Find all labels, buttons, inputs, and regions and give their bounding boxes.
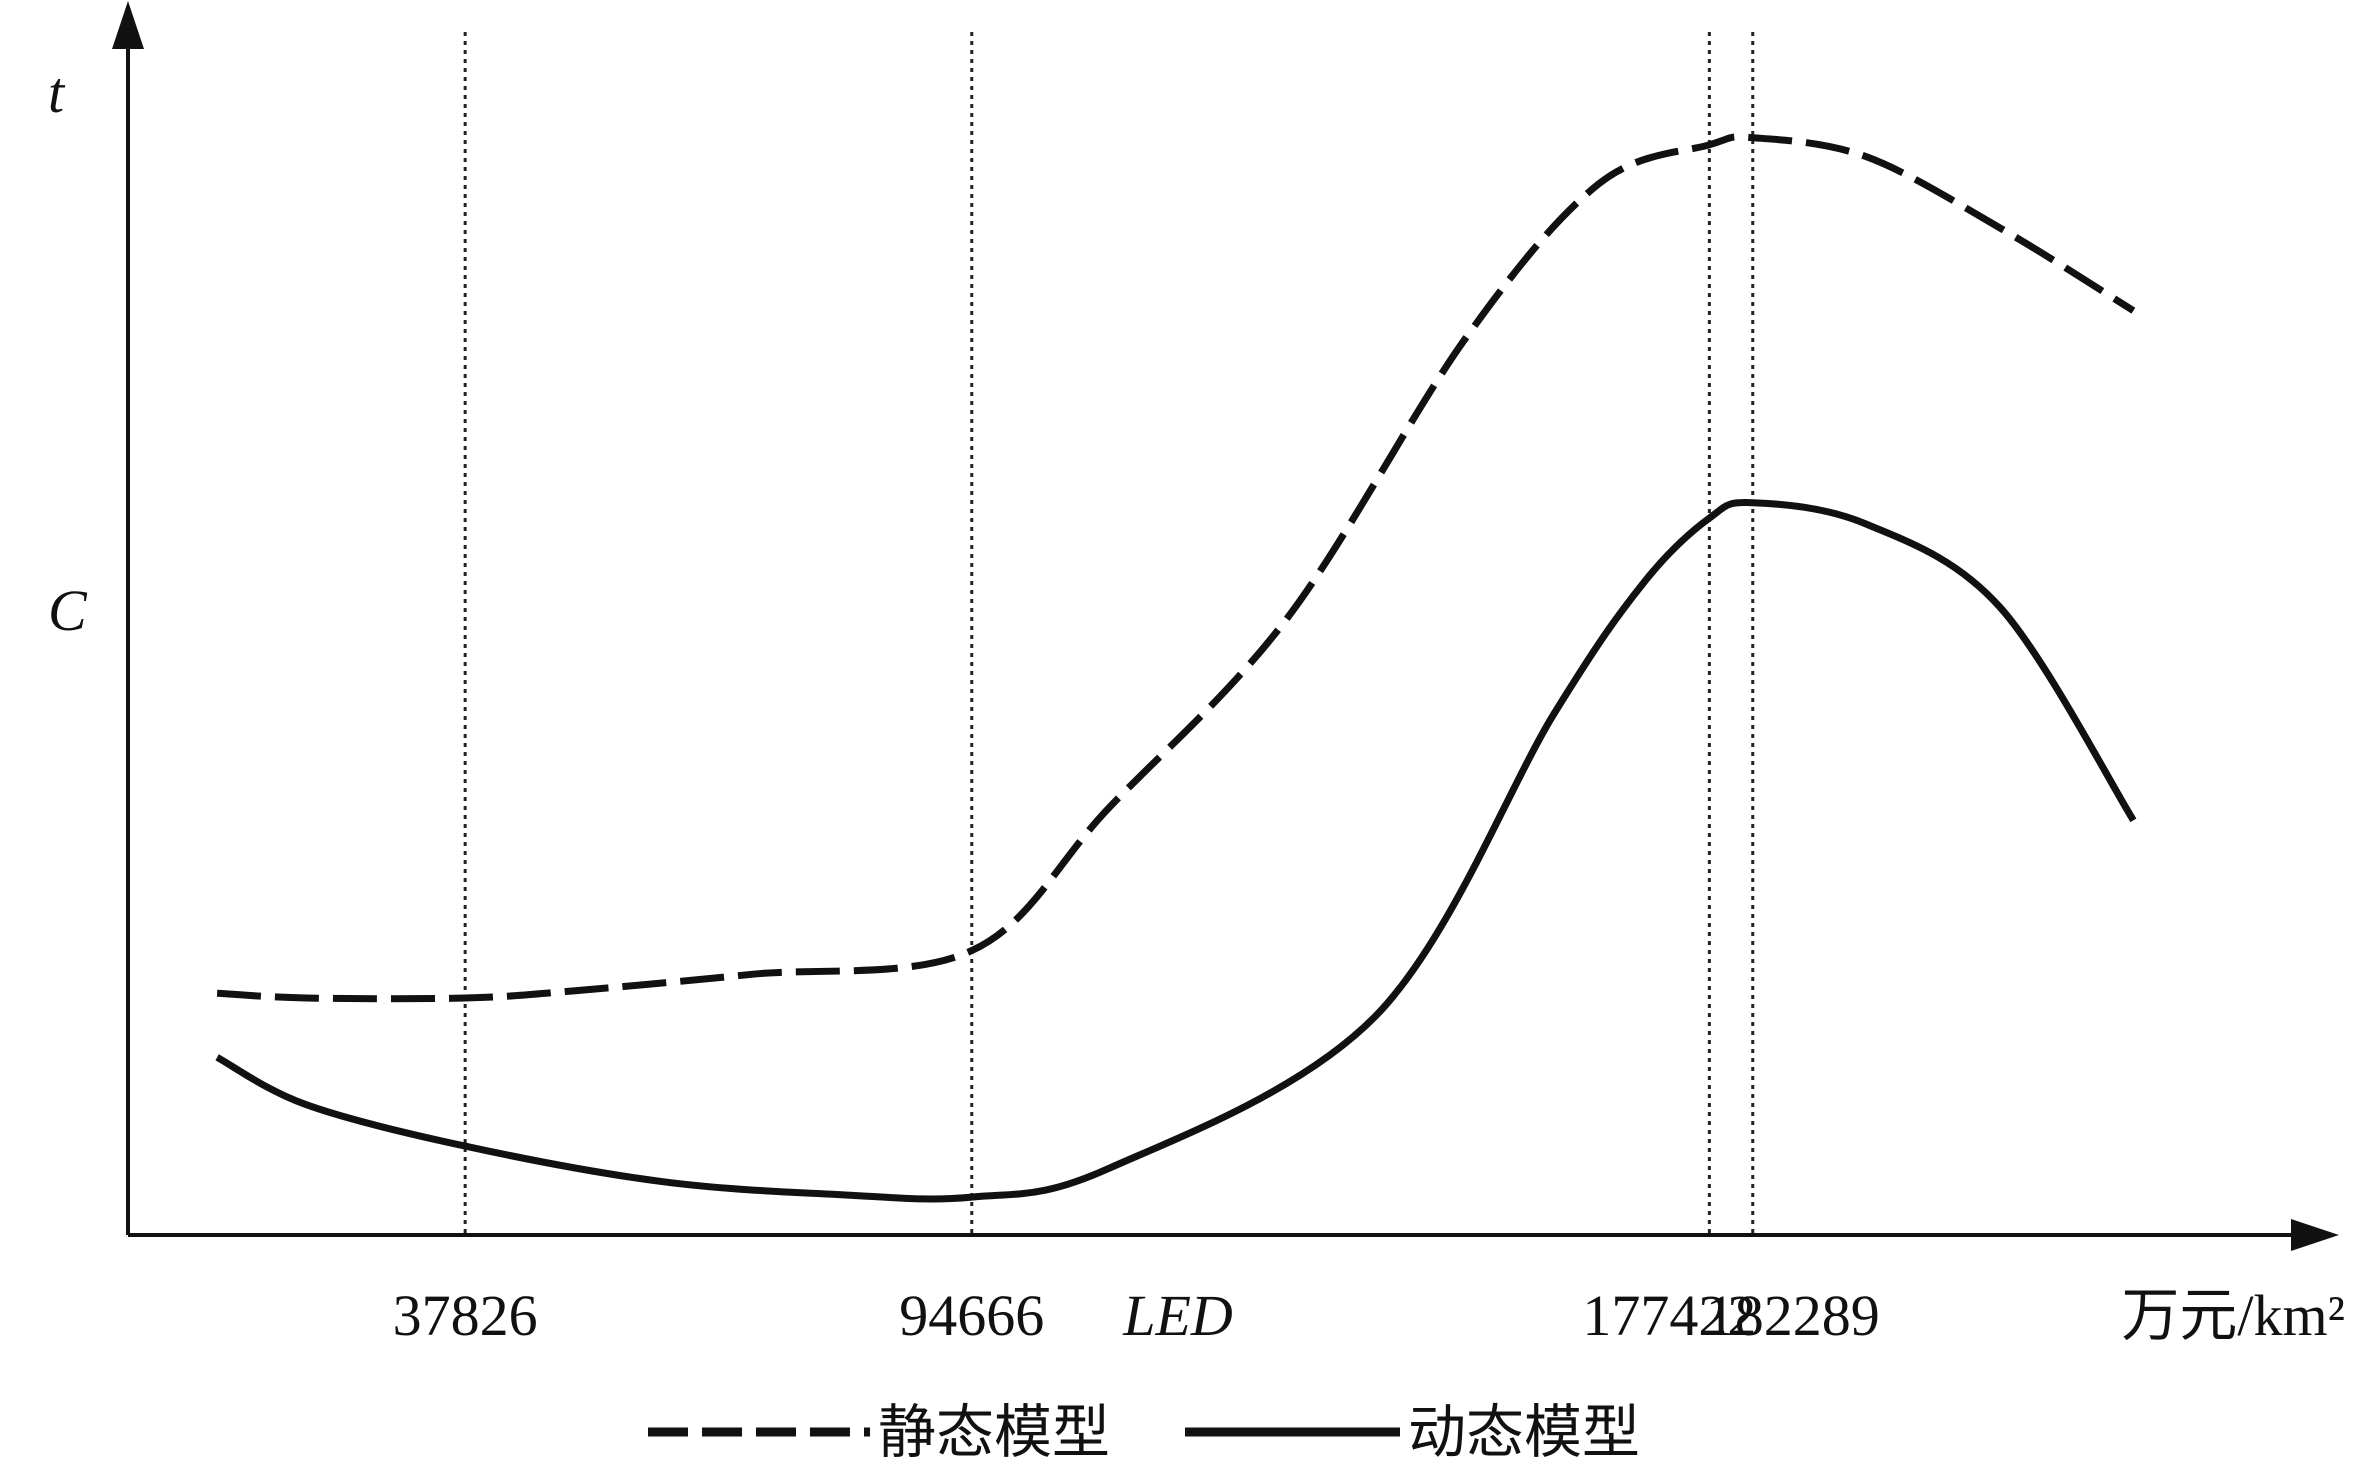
- legend: 静态模型 动态模型: [648, 1400, 1640, 1465]
- reference-lines: [463, 32, 1755, 1235]
- x-tick-label-1: 37826: [393, 1283, 538, 1348]
- x-axis-unit-label: 万元/km²: [2121, 1283, 2345, 1348]
- y-axis-label-t: t: [48, 60, 66, 125]
- legend-label-static: 静态模型: [878, 1400, 1110, 1465]
- series-group: [215, 133, 2137, 1203]
- series-line-static: [216, 133, 2136, 1003]
- x-tick-label-2: 94666: [899, 1283, 1044, 1348]
- series-line-dynamic: [215, 499, 2137, 1203]
- legend-label-dynamic: 动态模型: [1408, 1400, 1640, 1465]
- y-axis-label-c: C: [48, 578, 88, 643]
- x-tick-label-3: 177422: [1582, 1283, 1756, 1348]
- x-tick-label-4: 182289: [1706, 1283, 1880, 1348]
- x-axis-center-label: LED: [1122, 1283, 1233, 1348]
